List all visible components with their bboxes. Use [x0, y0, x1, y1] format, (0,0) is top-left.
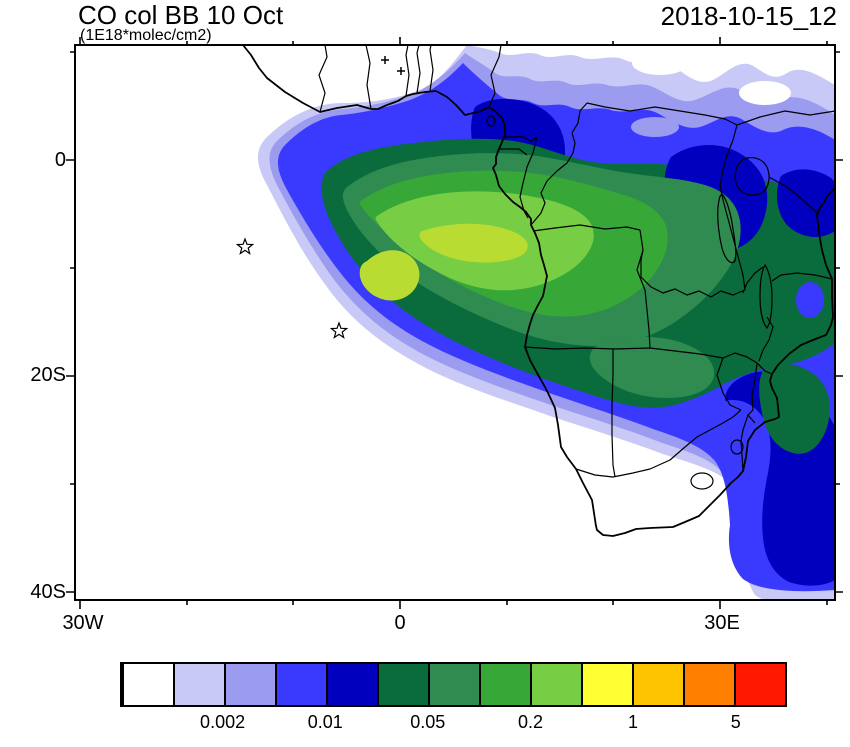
lake-victoria: [734, 157, 770, 196]
cloud-gap-white: [632, 51, 688, 75]
colorbar-cell: [632, 664, 683, 705]
bioko-island: [486, 115, 496, 127]
colorbar-labels: 0.002 0.01 0.05 0.2 1 5: [120, 712, 787, 736]
colorbar-tick-label: 0.05: [410, 712, 446, 732]
cross-marker: [381, 56, 405, 75]
lesotho-border: [690, 472, 714, 490]
y-axis-tick-label-40s: 40S: [30, 581, 66, 603]
plot-timestamp: 2018-10-15_12: [660, 1, 837, 31]
axis-ticks: [66, 37, 843, 609]
plume-core-yellowgreen: [359, 250, 420, 301]
colorbar-tick-label: 5: [730, 712, 741, 732]
star-marker: [235, 237, 255, 255]
coastline: [242, 44, 836, 537]
colorbar-cell: [479, 664, 530, 705]
lake-tanganyika: [717, 194, 737, 264]
y-axis-tick-label-0: 0: [54, 149, 66, 171]
map-area: [66, 37, 843, 609]
colorbar: [120, 662, 787, 707]
plume-mottle-blue: [796, 282, 824, 318]
plot-title: CO col BB 10 Oct: [78, 0, 284, 30]
plume-patch-periwinkle: [631, 117, 679, 137]
colorbar-cell: [581, 664, 632, 705]
colorbar-cell: [326, 664, 377, 705]
swaziland-border: [730, 439, 744, 455]
colorbar-cell: [377, 664, 428, 705]
plume-patch-darkgreen-mozambique: [759, 363, 830, 454]
colorbar-cell: [530, 664, 581, 705]
lake-malawi: [759, 263, 773, 330]
colorbar-cell: [734, 664, 785, 705]
x-axis-tick-label-30e: 30E: [704, 612, 740, 634]
colorbar-tick-label: 0.002: [200, 712, 246, 732]
colorbar-cell: [173, 664, 224, 705]
co-column-map: [66, 37, 843, 609]
colorbar-cell: [428, 664, 479, 705]
map-frame: [74, 44, 836, 601]
colorbar-tick-label: 0.2: [517, 712, 543, 732]
x-axis-tick-label-30w: 30W: [62, 612, 104, 634]
colorbar-cell: [122, 664, 173, 705]
colorbar-cell: [683, 664, 734, 705]
plume-core-yellowgreen-streak: [419, 223, 528, 263]
colorbar-tick-label: 1: [628, 712, 639, 732]
plot-units-label: (1E18*molec/cm2): [80, 27, 212, 44]
colorbar-cell: [275, 664, 326, 705]
star-marker: [329, 321, 349, 339]
cloud-gap-white: [739, 81, 791, 105]
y-axis-tick-label-20s: 20S: [30, 364, 66, 386]
colorbar-cell: [224, 664, 275, 705]
colorbar-tick-label: 0.01: [307, 712, 343, 732]
x-axis-tick-label-0: 0: [394, 612, 406, 634]
